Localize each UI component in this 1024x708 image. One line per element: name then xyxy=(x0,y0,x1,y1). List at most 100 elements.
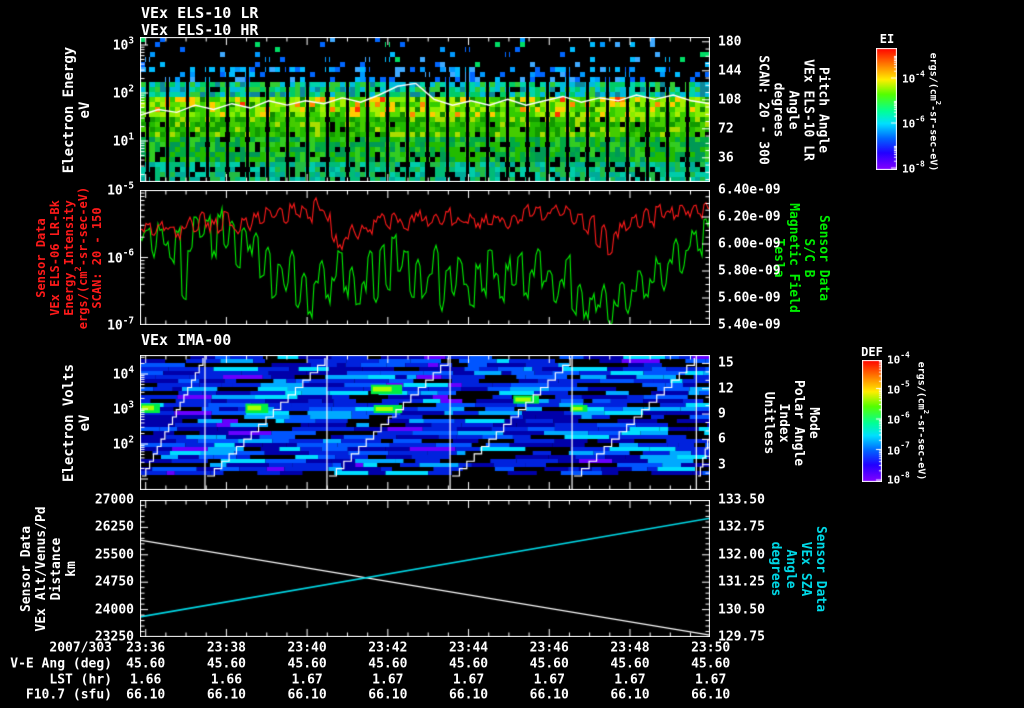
table-cell: 45.60 xyxy=(610,656,650,672)
table-row-label: LST (hr) xyxy=(49,672,112,688)
axis-label-line: Magnetic Field xyxy=(786,202,801,313)
table-cell: 66.10 xyxy=(126,687,166,703)
time-tick-label: 23:40 xyxy=(287,640,327,656)
panel1-right-label: Pitch Angle VEx ELS-10 LR Angle degrees SCAN… xyxy=(755,54,831,165)
colorbar1-canvas xyxy=(876,48,897,170)
tick-label: 12 xyxy=(718,381,734,397)
panel1-ylabel: Electron Energy eV xyxy=(61,46,93,172)
tick-label: 6.20e-09 xyxy=(718,209,781,225)
time-tick-label: 23:44 xyxy=(448,640,489,656)
tick-label: 10-4 xyxy=(887,350,910,367)
tick-label: 10-8 xyxy=(887,470,910,487)
panel3-right-label: Mode Polar Angle Index Unitless xyxy=(760,379,821,466)
tick-label: 25500 xyxy=(94,547,134,563)
axis-label-line: VEx SZA xyxy=(797,541,813,596)
colorbar2-units: ergs/(cm2-sr-sec-eV) xyxy=(915,361,931,481)
tick-label: 180 xyxy=(718,34,742,50)
time-tick-label: 23:38 xyxy=(206,640,246,656)
tick-label: 131.25 xyxy=(718,574,765,590)
axis-label-line: degrees xyxy=(768,541,784,596)
tick-label: 15 xyxy=(718,355,734,371)
axis-label-line: Unitless xyxy=(761,391,777,454)
axis-label-line: VEx ELS-10 LR xyxy=(800,58,816,161)
tick-label: 102 xyxy=(112,433,134,453)
tick-label: 103 xyxy=(112,34,134,54)
tick-label: 10-4 xyxy=(902,69,925,86)
panel1-title-line1: VEx ELS-10 LR xyxy=(141,4,259,22)
els-spectrogram-canvas xyxy=(140,37,710,182)
tick-label: 132.00 xyxy=(718,547,765,563)
table-cell: 66.10 xyxy=(610,687,650,703)
axis-label-line: Polar Angle xyxy=(790,379,806,466)
tick-label: 6.40e-09 xyxy=(718,182,781,198)
panel1-title-line2: VEx ELS-10 HR xyxy=(141,21,259,39)
tick-label: 5.60e-09 xyxy=(718,290,781,306)
axis-label-line: Angle xyxy=(785,89,801,130)
axis-label-line: Mode xyxy=(805,406,821,439)
tick-label: 23250 xyxy=(94,629,134,645)
tick-label: 6.00e-09 xyxy=(718,236,781,252)
tick-label: 5.80e-09 xyxy=(718,263,781,279)
tick-label: 10-7 xyxy=(107,314,134,334)
table-cell: 45.60 xyxy=(368,656,408,672)
tick-label: 132.75 xyxy=(718,519,765,535)
panel3-title: VEx IMA-00 xyxy=(141,331,232,349)
table-cell: 1.67 xyxy=(614,672,646,688)
tick-label: 130.50 xyxy=(718,602,765,618)
time-tick-label: 23:48 xyxy=(610,640,650,656)
axis-label-line: Pitch Angle xyxy=(815,66,831,153)
tick-label: 9 xyxy=(718,406,726,422)
axis-label-line: Electron Energy xyxy=(60,46,77,173)
colorbar1-units: ergs/(cm2-sr-sec-eV) xyxy=(927,53,943,172)
axis-label-line: Angle xyxy=(783,548,798,589)
tick-label: 36 xyxy=(718,150,734,166)
axis-label-line: ergs/(cm2-sr-sec-eV) xyxy=(915,361,931,481)
axis-label-line: S/C B xyxy=(800,237,816,278)
axis-label-line: degrees xyxy=(770,82,786,137)
table-cell: 66.10 xyxy=(529,687,569,703)
tick-label: 26250 xyxy=(94,519,134,535)
axis-label-line: eV xyxy=(77,101,93,118)
tick-label: 5.40e-09 xyxy=(718,317,781,333)
tick-label: 24000 xyxy=(94,602,134,618)
colorbar1-title: EI xyxy=(879,32,895,46)
table-cell: 66.10 xyxy=(691,687,731,703)
colorbar2-title: DEF xyxy=(861,345,883,359)
table-cell: 45.60 xyxy=(206,656,246,672)
tick-label: 104 xyxy=(112,363,134,383)
tick-label: 129.75 xyxy=(718,629,765,645)
tick-label: 133.50 xyxy=(718,492,765,508)
tick-label: 10-5 xyxy=(887,379,910,396)
ephemeris-canvas xyxy=(140,500,710,637)
tick-label: 101 xyxy=(112,130,134,150)
tick-label: 27000 xyxy=(94,492,134,508)
tick-label: 102 xyxy=(112,82,134,102)
tick-label: 103 xyxy=(112,398,134,418)
time-tick-label: 23:50 xyxy=(691,640,731,656)
intensity-bfield-canvas xyxy=(140,190,710,325)
axis-label-line: Sensor Data xyxy=(812,525,828,612)
table-cell: 1.67 xyxy=(372,672,404,688)
table-cell: 1.67 xyxy=(695,672,727,688)
table-cell: 45.60 xyxy=(287,656,327,672)
tick-label: 144 xyxy=(718,63,742,79)
tick-label: 10-6 xyxy=(107,247,134,267)
tick-label: 24750 xyxy=(94,574,134,590)
table-row-label: F10.7 (sfu) xyxy=(25,687,112,703)
table-cell: 66.10 xyxy=(448,687,489,703)
tick-label: 10-6 xyxy=(902,114,925,131)
tick-label: 10-5 xyxy=(107,179,134,199)
panel4-right-label: Sensor Data VEx SZA Angle degrees xyxy=(767,525,828,612)
table-cell: 1.67 xyxy=(452,672,485,688)
tick-label: 10-8 xyxy=(902,159,925,176)
axis-label-line: SCAN: 20 - 300 xyxy=(755,54,771,165)
table-cell: 66.10 xyxy=(287,687,327,703)
ima-spectrogram-canvas xyxy=(140,355,710,490)
time-tick-label: 23:36 xyxy=(126,640,166,656)
axis-label-line: Sensor Data xyxy=(815,214,831,301)
table-cell: 1.67 xyxy=(291,672,323,688)
colorbar2-canvas xyxy=(862,360,882,482)
table-cell: 45.60 xyxy=(691,656,731,672)
time-tick-label: 23:42 xyxy=(368,640,408,656)
